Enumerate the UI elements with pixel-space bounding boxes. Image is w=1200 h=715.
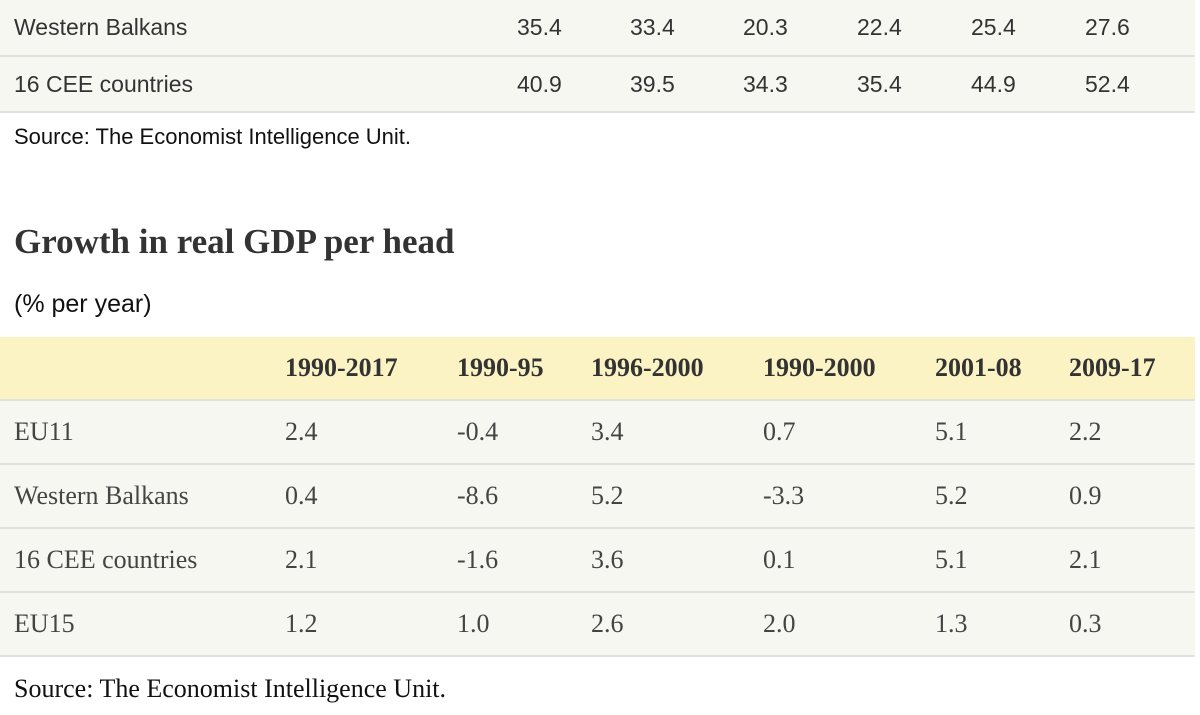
- table-cell: 0.1: [763, 527, 935, 592]
- table-cell: 2.4: [285, 399, 457, 464]
- table-cell: 5.1: [935, 527, 1069, 592]
- table-cell: -8.6: [457, 463, 591, 528]
- table-cell: 2.1: [1069, 527, 1195, 592]
- table-cell: 5.1: [935, 399, 1069, 464]
- table-cell: 52.4: [1085, 56, 1195, 113]
- column-header: 2009-17: [1069, 353, 1156, 382]
- table-cell: 20.3: [743, 0, 857, 57]
- table-title: Growth in real GDP per head: [14, 222, 455, 261]
- table-subtitle: (% per year): [14, 290, 152, 318]
- table-cell: -3.3: [763, 463, 935, 528]
- table-cell: 27.6: [1085, 0, 1195, 57]
- row-label: EU11: [0, 399, 285, 464]
- row-label: EU15: [0, 591, 285, 657]
- table-row: 16 CEE countries 2.1 -1.6 3.6 0.1 5.1 2.…: [0, 527, 1195, 592]
- table-cell: 22.4: [857, 0, 971, 57]
- table-cell: 0.4: [285, 463, 457, 528]
- table-row: Western Balkans 35.4 33.4 20.3 22.4 25.4…: [0, 0, 1195, 57]
- table-cell: 44.9: [971, 56, 1085, 113]
- growth-table: 1990-2017 1990-95 1996-2000 1990-2000 20…: [0, 337, 1195, 657]
- table-cell: 5.2: [935, 463, 1069, 528]
- column-header: 2001-08: [935, 353, 1022, 382]
- row-label: 16 CEE countries: [0, 56, 517, 113]
- column-header: 1990-2000: [763, 353, 876, 382]
- table-cell: 33.4: [630, 0, 743, 57]
- table-cell: 3.6: [591, 527, 763, 592]
- table-cell: 39.5: [630, 56, 743, 113]
- table-cell: 2.6: [591, 591, 763, 657]
- row-label: Western Balkans: [0, 0, 517, 57]
- previous-table: Western Balkans 35.4 33.4 20.3 22.4 25.4…: [0, 0, 1195, 113]
- table-cell: 2.0: [763, 591, 935, 657]
- header-cell-empty: [0, 337, 285, 400]
- table-cell: 34.3: [743, 56, 857, 113]
- source-note: Source: The Economist Intelligence Unit.: [14, 124, 412, 149]
- table-row: Western Balkans 0.4 -8.6 5.2 -3.3 5.2 0.…: [0, 463, 1195, 528]
- table-cell: 5.2: [591, 463, 763, 528]
- column-header: 1990-2017: [285, 353, 398, 382]
- table-cell: 1.0: [457, 591, 591, 657]
- table-header-row: 1990-2017 1990-95 1996-2000 1990-2000 20…: [0, 337, 1195, 400]
- table-cell: 3.4: [591, 399, 763, 464]
- column-header: 1990-95: [457, 353, 544, 382]
- table-cell: 1.3: [935, 591, 1069, 657]
- column-header: 1996-2000: [591, 353, 704, 382]
- table-row: EU11 2.4 -0.4 3.4 0.7 5.1 2.2: [0, 399, 1195, 464]
- table-cell: 25.4: [971, 0, 1085, 57]
- table-cell: -0.4: [457, 399, 591, 464]
- table-row: 16 CEE countries 40.9 39.5 34.3 35.4 44.…: [0, 56, 1195, 113]
- row-label: 16 CEE countries: [0, 527, 285, 592]
- table-cell: 2.1: [285, 527, 457, 592]
- source-note: Source: The Economist Intelligence Unit.: [14, 674, 447, 703]
- table-row: EU15 1.2 1.0 2.6 2.0 1.3 0.3: [0, 591, 1195, 657]
- table-cell: 2.2: [1069, 399, 1195, 464]
- table-cell: 0.7: [763, 399, 935, 464]
- table-cell: 0.3: [1069, 591, 1195, 657]
- table-cell: 35.4: [857, 56, 971, 113]
- table-cell: 1.2: [285, 591, 457, 657]
- table-cell: 40.9: [517, 56, 630, 113]
- table-cell: 35.4: [517, 0, 630, 57]
- table-cell: 0.9: [1069, 463, 1195, 528]
- row-label: Western Balkans: [0, 463, 285, 528]
- table-cell: -1.6: [457, 527, 591, 592]
